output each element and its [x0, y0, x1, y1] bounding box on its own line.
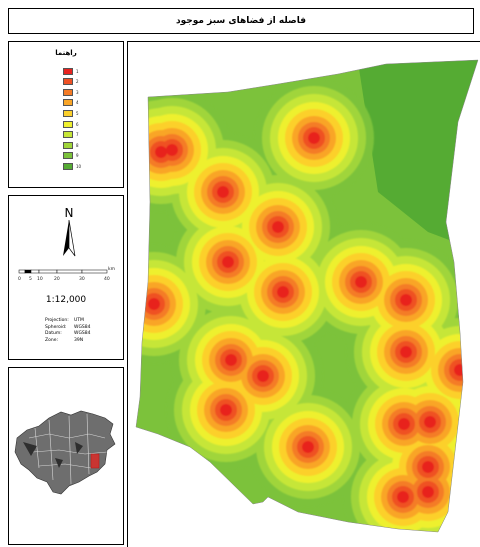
metadata-key: Projection:	[45, 318, 69, 323]
legend-label: 5	[76, 110, 79, 116]
legend-label: 10	[76, 163, 82, 169]
legend-item: 9	[63, 151, 79, 161]
legend-label: 9	[76, 153, 79, 159]
metadata-value: WGS84	[74, 324, 91, 330]
legend-item: 10	[63, 161, 81, 171]
legend-item: 8	[63, 140, 79, 150]
scale-tick-label: 30	[79, 277, 85, 282]
legend-swatch	[63, 99, 73, 107]
metadata-row: Spheroid: WGS84	[45, 325, 91, 330]
map-title-box: فاصله از فضاهای سبز موجود	[8, 8, 474, 34]
legend-label: 4	[76, 100, 79, 106]
legend-item: 7	[63, 130, 79, 140]
legend-label: 2	[76, 79, 79, 85]
legend-swatch	[63, 120, 73, 128]
map-title: فاصله از فضاهای سبز موجود	[176, 16, 306, 26]
metadata-value: UTM	[74, 318, 84, 323]
metadata-row: Projection: UTM	[45, 318, 84, 323]
legend-swatch	[63, 141, 73, 149]
metadata-row: Zone: 39N	[45, 338, 83, 343]
legend-label: 7	[76, 132, 79, 138]
north-label: N	[64, 206, 74, 220]
scale-tick-label: 0	[18, 277, 21, 282]
legend-item: 5	[63, 108, 79, 118]
inset-map-panel	[8, 367, 124, 545]
legend-label: 6	[76, 121, 79, 127]
legend-item: 3	[63, 87, 79, 97]
metadata-key: Zone:	[45, 337, 58, 343]
legend-title: راهنما	[55, 49, 77, 57]
legend-label: 3	[76, 89, 79, 95]
scale-panel: N 0 5 10 20 30 40 km 1:12,000 Projection: UTM S…	[8, 195, 124, 360]
distance-heatmap	[135, 59, 479, 533]
scale-bar	[18, 269, 108, 274]
legend-swatch	[63, 162, 73, 170]
legend-swatch	[63, 152, 73, 160]
north-arrow-icon	[63, 219, 76, 257]
metadata-key: Spheroid:	[45, 324, 67, 330]
scale-tick-label: 5	[29, 277, 32, 282]
scale-ratio: 1:12,000	[45, 295, 87, 305]
study-area-highlight	[90, 453, 100, 469]
legend-swatch	[63, 131, 73, 139]
scale-tick-label: 10	[37, 277, 43, 282]
legend-swatch	[63, 88, 73, 96]
metadata-value: WGS84	[74, 331, 91, 336]
metadata-key: Datum:	[45, 331, 62, 336]
legend-panel: راهنما 1 2 3 4 5 6 7 8 9 10	[8, 41, 124, 188]
heatmap-surface	[136, 60, 478, 532]
legend-item: 4	[63, 98, 79, 108]
inset-map	[14, 410, 116, 495]
legend-item: 2	[63, 77, 79, 87]
scale-unit: km	[108, 267, 115, 272]
metadata-value: 39N	[74, 337, 84, 343]
scale-tick-label: 40	[104, 277, 110, 282]
legend-item: 6	[63, 119, 79, 129]
scale-tick-label: 20	[54, 277, 60, 282]
legend-swatch	[63, 109, 73, 117]
legend-label: 1	[76, 68, 79, 74]
metadata-row: Datum: WGS84	[45, 331, 91, 336]
legend-swatch	[63, 78, 73, 86]
legend-item: 1	[63, 66, 79, 76]
main-map-panel	[127, 41, 480, 547]
legend-swatch	[63, 67, 73, 75]
legend-label: 8	[76, 142, 79, 148]
